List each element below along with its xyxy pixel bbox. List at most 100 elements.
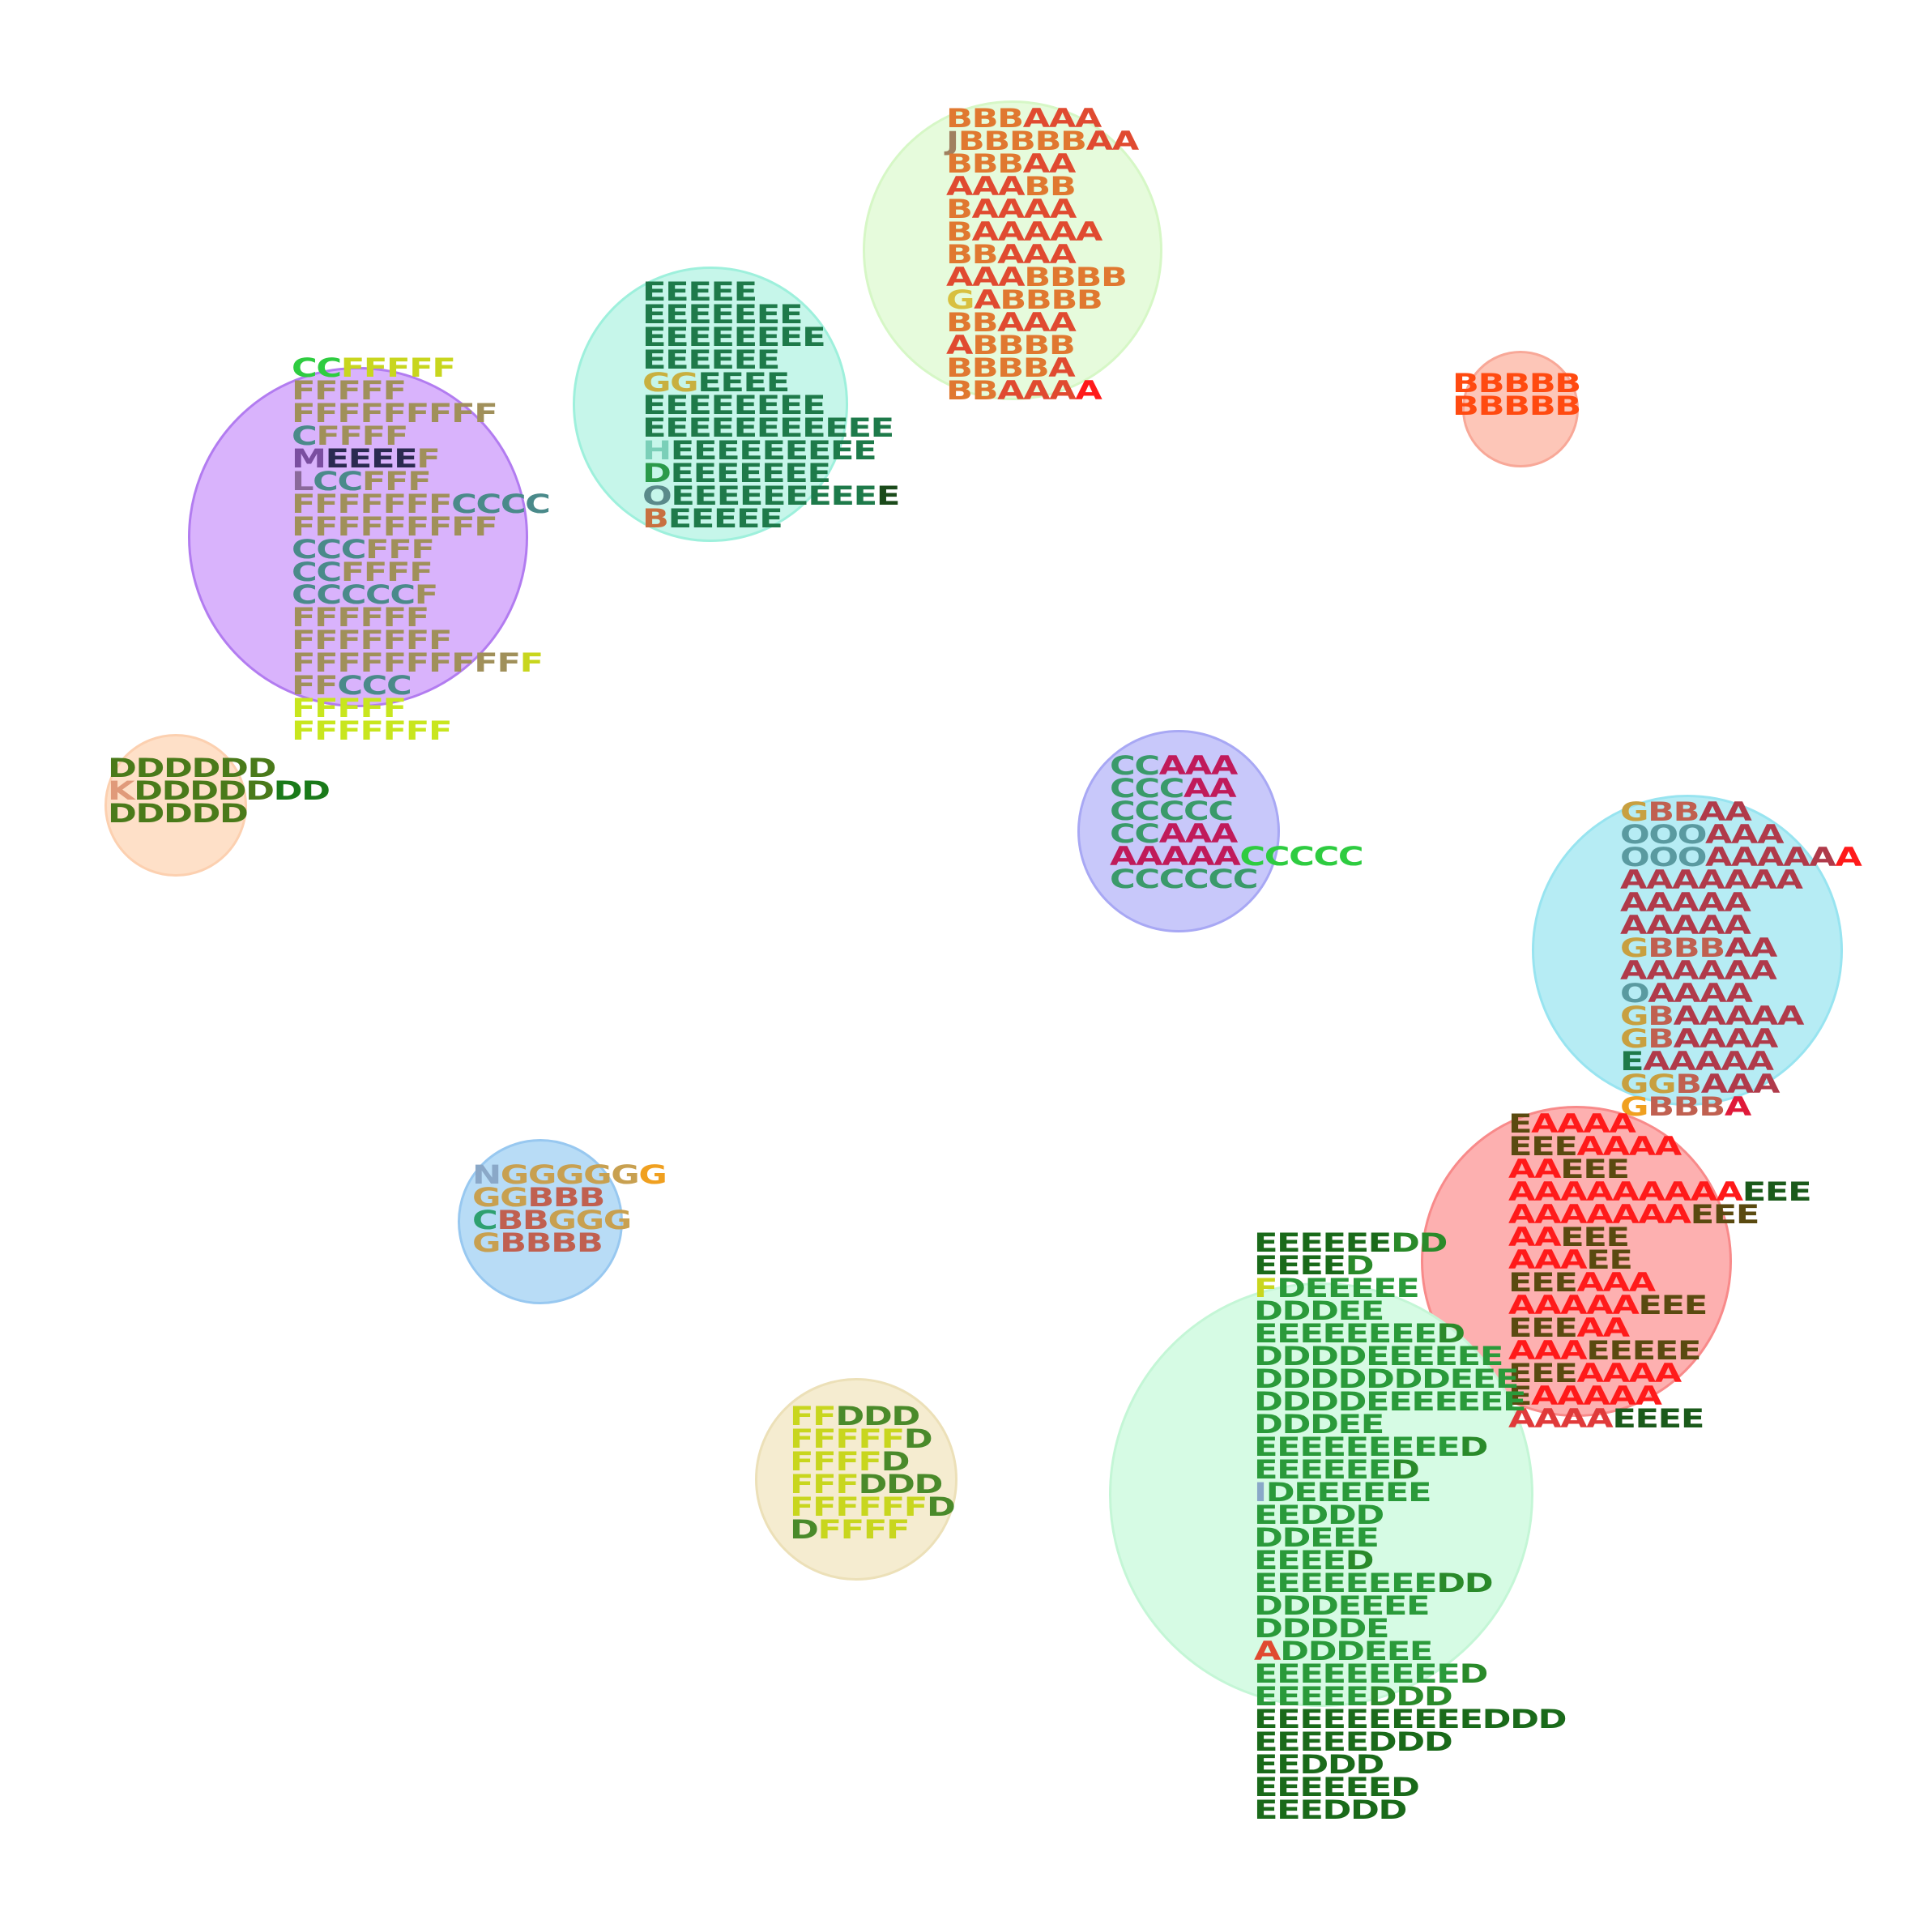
label-segment: AA [1576,1312,1630,1343]
label-segment: FFFFFF [292,602,429,633]
label-segment: AAA [1508,1335,1588,1366]
label-segment: EE [1586,1244,1633,1275]
label-row: BAAAA [946,196,1138,222]
label-segment: A [1048,352,1075,383]
label-segment: FFFFF [340,352,456,383]
label-segment: FFFFFFF [292,625,452,655]
label-row: HEEEEEEEEE [642,437,899,463]
label-row: EEEEEEEEDD [1254,1570,1566,1596]
label-segment: EEEDDD [1254,1794,1407,1825]
label-segment: AA [1508,1222,1562,1252]
label-segment: EEE [1560,1154,1630,1184]
label-row: EEEEEEEEEEDDD [1254,1706,1567,1732]
label-segment: EEEE [697,367,790,398]
label-segment: FFFFFFFFF [292,511,498,542]
label-segment: AAAAA [1704,842,1836,873]
label-segment: EEEE [325,443,418,474]
label-segment: E [1508,1108,1533,1139]
label-segment: N [472,1159,501,1190]
label-segment: OOO [1620,842,1706,873]
label-row: BBBAA [946,151,1138,177]
label-segment: G [638,1159,667,1190]
label-segment: EEE [1508,1131,1578,1162]
label-row: FFFFD [790,1449,954,1474]
label-segment: D [1390,1454,1420,1485]
label-row: CCFFFFF [292,355,550,381]
label-row: AAAEE [1508,1247,1810,1273]
label-segment: C [472,1205,498,1235]
label-row: DDDDEEEEEE [1254,1343,1566,1369]
label-segment: AAA [1022,103,1102,134]
label-segment: DDDDDD [108,753,276,783]
label-segment: K [108,775,134,806]
label-segment: BB [946,239,998,270]
label-row: BBAAA [946,309,1138,335]
label-segment: EEEEE [1586,1335,1701,1366]
label-segment: AAAA [1531,1108,1636,1139]
label-segment: G [1620,932,1648,963]
label-segment: EEDDD [1254,1749,1384,1780]
label-row: EEEEEDDD [1254,1683,1566,1709]
label-segment: CCC [1110,773,1184,804]
label-row: CFFFF [292,423,550,449]
label-segment: G [1620,1001,1648,1031]
label-row: BBBBB [1452,370,1581,396]
label-row: CCAAA [1110,821,1363,847]
label-segment: EEDDD [1254,1500,1384,1530]
label-row: GGBBB [472,1184,666,1210]
label-row: AAAAAAAEEE [1508,1201,1810,1227]
label-segment: EEE [1508,1267,1578,1298]
label-row: CCCCCC [1110,866,1363,892]
label-segment: DDD [858,1469,943,1500]
label-segment: EEEEEE [642,344,780,375]
label-segment: D [1345,1545,1375,1576]
label-segment: EEEEEEEEE [1254,1658,1461,1689]
label-segment: I [1254,1477,1267,1508]
label-segment: BB [1024,171,1076,202]
label-segment: EEEEE [667,503,783,534]
label-segment: AAAAAAA [1620,864,1803,895]
label-segment: AAAAA [1620,887,1751,918]
label-segment: BBBB [1024,262,1128,292]
label-segment: AAA [997,239,1077,270]
cluster-teal-circle [573,267,848,542]
label-segment: FFFFF [790,1423,905,1454]
label-row: EEEED [1254,1252,1566,1278]
label-segment: BBBB [1000,284,1103,315]
label-segment: EEEEEEEEE [670,435,877,466]
label-row: GBAAAA [1620,1026,1861,1052]
label-segment: FFFF [340,557,433,587]
label-segment: EEEEEEEEE [1254,1431,1461,1462]
label-row: GBBBA [1620,1094,1861,1120]
label-row: EEEEEEEEED [1254,1661,1566,1687]
label-segment: B [1648,1001,1674,1031]
label-row: BBBBA [946,355,1138,381]
label-row: CCCAA [1110,775,1363,801]
label-segment: FFFFF [292,693,407,723]
label-row: GGEEEE [642,369,899,395]
cluster-peach-labels: DDDDDD KDDDDDDD DDDDD [108,755,331,826]
cluster-cyan-circle [1532,795,1843,1106]
label-row: CCAAA [1110,753,1363,779]
label-segment: J [946,126,959,156]
cluster-lavender-labels: CCAAA CCCAA CCCCC CCAAA AAAAACCCCC CCCCCC [1110,753,1364,892]
label-segment: EEEEEE [1254,1772,1392,1803]
label-row: EEEDDD [1254,1797,1566,1823]
label-segment: DEEEEEE [1265,1477,1432,1508]
label-segment: DDD [835,1401,920,1431]
label-segment: FF [292,670,339,701]
label-row: EEEEEED [1254,1457,1566,1483]
cluster-mint-labels: EEEEEEDD EEEED FDEEEEE DDDEE EEEEEEEED DDDDEE… [1254,1230,1567,1823]
label-row: GBBAA [1620,799,1861,825]
label-segment: CCCCC [292,579,416,610]
label-row: KDDDDDDD [108,778,331,804]
label-segment: DDD [1367,1681,1453,1712]
label-row: EEEEEEEE [642,392,899,418]
label-segment: CCCCC [1239,841,1363,872]
label-segment: DDDDD [134,775,275,806]
label-row: FFFFFF [292,604,550,630]
label-segment: FFFFFFF [292,715,452,746]
label-segment: B [946,194,973,224]
label-segment: AA [1508,1154,1562,1184]
